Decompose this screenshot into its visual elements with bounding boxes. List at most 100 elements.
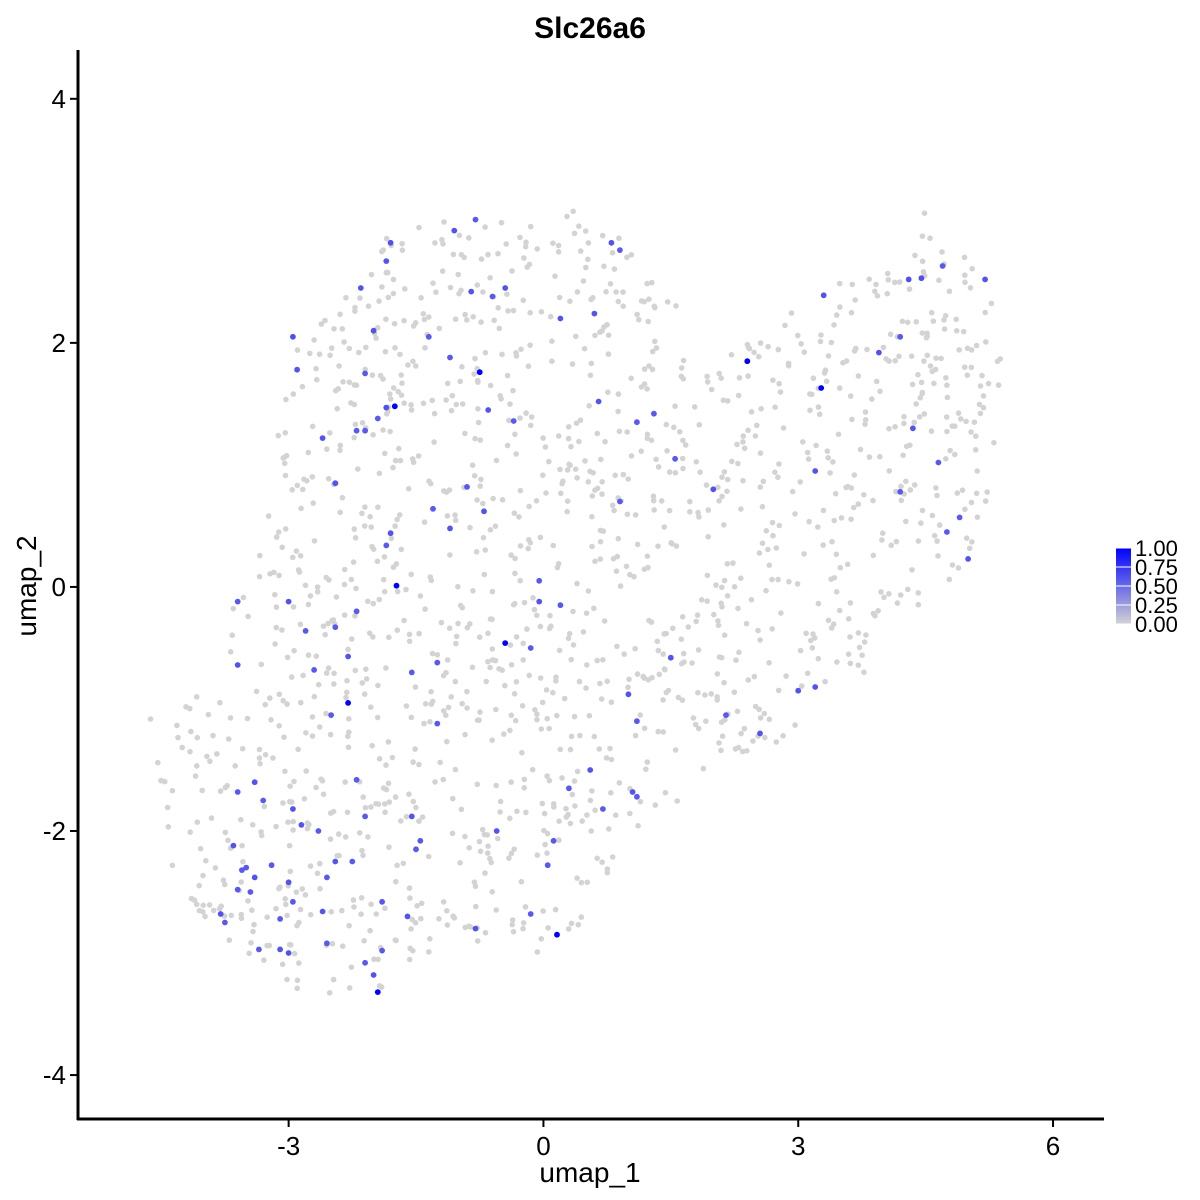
cell-point xyxy=(538,936,545,942)
cell-point xyxy=(394,516,400,523)
cell-point xyxy=(859,652,865,658)
cell-point xyxy=(831,517,837,524)
cell-point xyxy=(625,476,631,482)
legend-tick-label: 0.75 xyxy=(1135,555,1178,580)
cell-point xyxy=(977,383,984,389)
cell-point xyxy=(959,487,966,494)
cell-point xyxy=(428,701,435,707)
cell-point xyxy=(431,439,437,445)
expressing-cell-point xyxy=(617,498,623,505)
cell-point xyxy=(606,826,612,832)
cell-point xyxy=(862,409,869,415)
cell-point xyxy=(905,586,911,593)
cell-point xyxy=(627,810,633,817)
cell-point xyxy=(326,990,333,996)
cell-point xyxy=(724,593,731,599)
cell-point xyxy=(738,575,744,581)
cell-point xyxy=(414,903,420,909)
cell-point xyxy=(489,646,496,652)
cell-point xyxy=(568,443,574,450)
cell-point xyxy=(745,427,751,434)
cell-point xyxy=(616,235,622,241)
cell-point xyxy=(291,778,297,785)
cell-point xyxy=(663,630,669,637)
cell-point xyxy=(279,961,286,968)
cell-point xyxy=(700,765,707,772)
cell-point xyxy=(403,703,410,709)
cell-point xyxy=(480,289,486,295)
cell-point xyxy=(346,345,353,352)
cell-point xyxy=(343,294,349,301)
cell-point xyxy=(695,647,702,653)
expressing-cell-point xyxy=(285,598,292,605)
cell-point xyxy=(952,451,958,458)
cell-point xyxy=(485,630,491,637)
expressing-cell-point xyxy=(374,989,381,995)
cell-point xyxy=(847,660,854,667)
cell-point xyxy=(921,358,927,364)
cell-point xyxy=(527,309,533,316)
cell-point xyxy=(919,258,926,265)
cell-point xyxy=(353,382,360,389)
cell-point xyxy=(931,532,938,539)
expressing-cell-point xyxy=(956,514,963,521)
cell-point xyxy=(272,591,278,598)
cell-point xyxy=(907,487,914,493)
cell-point xyxy=(382,905,388,912)
cell-point xyxy=(928,309,935,316)
cell-point xyxy=(832,490,839,497)
cell-point xyxy=(362,504,368,510)
cell-point xyxy=(314,376,320,383)
cell-point xyxy=(330,808,337,815)
expressing-cell-point xyxy=(234,662,241,668)
cell-point xyxy=(356,830,363,836)
cell-point xyxy=(305,652,312,658)
cell-point xyxy=(847,634,853,640)
cell-point xyxy=(769,519,776,526)
cell-point xyxy=(337,447,343,454)
cell-point xyxy=(296,919,302,926)
cell-point xyxy=(383,665,389,671)
cell-point xyxy=(849,416,855,423)
expressing-cell-point xyxy=(651,410,657,417)
cell-point xyxy=(302,582,309,589)
expressing-cell-point xyxy=(876,349,882,356)
cell-point xyxy=(982,309,988,316)
cell-point xyxy=(387,396,394,402)
cell-point xyxy=(474,781,481,788)
expressing-cell-point xyxy=(332,480,339,487)
expressing-cell-point xyxy=(795,687,802,694)
cell-point xyxy=(892,424,898,430)
cell-point xyxy=(205,711,212,718)
cell-point xyxy=(206,902,213,908)
cell-point xyxy=(848,516,854,522)
cell-point xyxy=(380,247,387,253)
cell-point xyxy=(522,904,529,910)
expressing-cell-point xyxy=(217,911,224,917)
expressing-cell-point xyxy=(905,276,912,283)
cell-point xyxy=(445,704,452,711)
cell-point xyxy=(933,355,939,362)
cell-point xyxy=(675,694,682,701)
cell-point xyxy=(368,271,375,278)
cell-point xyxy=(526,503,532,510)
cell-point xyxy=(540,472,546,479)
cell-point xyxy=(521,785,527,791)
cell-point xyxy=(576,438,582,445)
expressing-cell-point xyxy=(383,404,390,411)
cell-point xyxy=(304,825,311,832)
cell-point xyxy=(476,634,483,640)
cell-point xyxy=(607,281,614,287)
cell-point xyxy=(924,352,931,359)
cell-point xyxy=(577,417,584,424)
cell-point xyxy=(261,957,267,963)
cell-point xyxy=(770,532,776,539)
cell-point xyxy=(672,403,678,410)
y-axis-ticks: -4 -2 0 2 4 xyxy=(43,84,78,1090)
cell-point xyxy=(183,704,189,710)
cell-point xyxy=(228,912,235,919)
cell-point xyxy=(200,902,206,909)
cell-point xyxy=(662,666,668,673)
cell-point xyxy=(362,804,369,811)
cell-point xyxy=(385,269,391,276)
